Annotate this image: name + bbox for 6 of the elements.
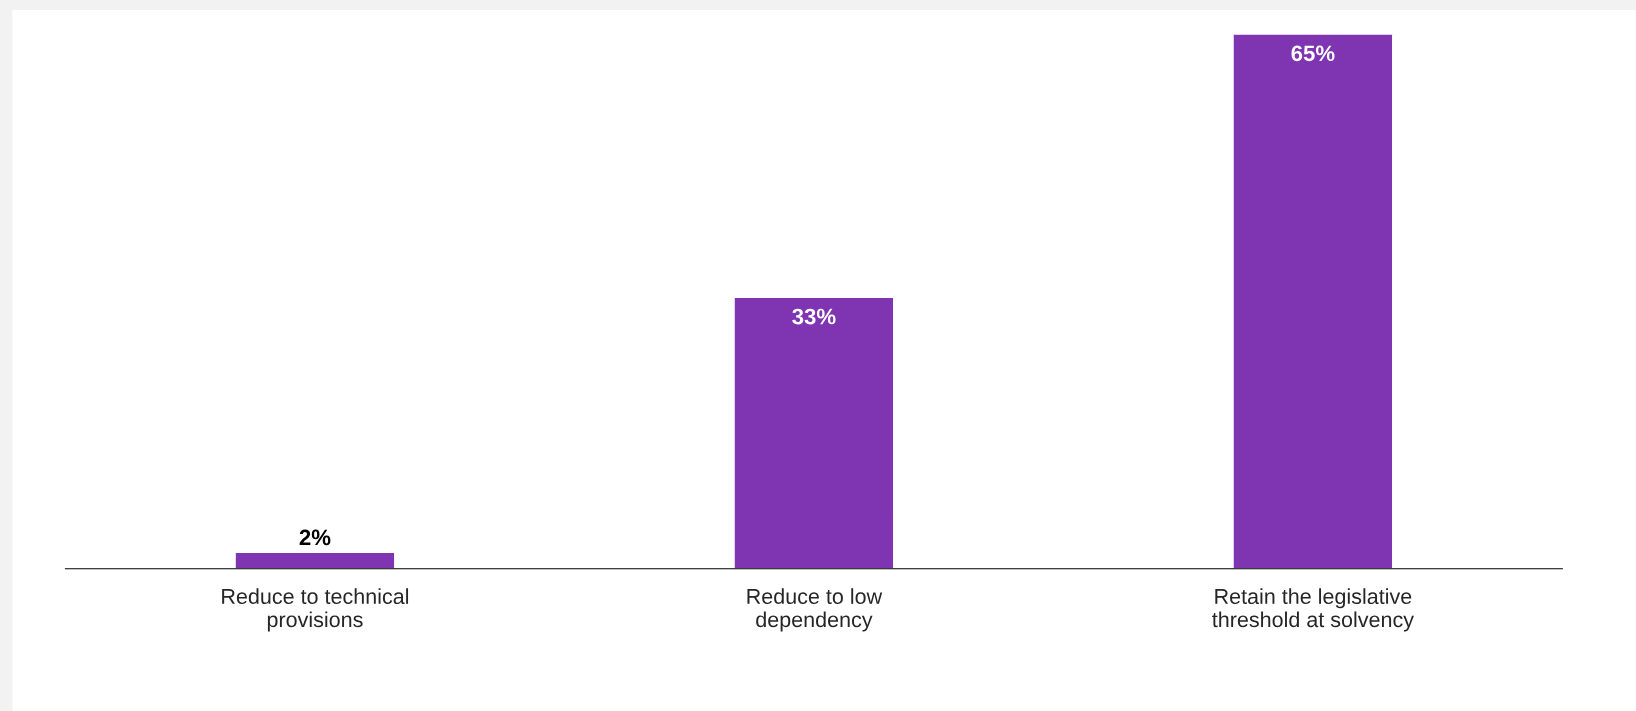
data-label: 2% [299, 529, 331, 546]
x-tick-label: Retain the legislative threshold at solvency [1212, 588, 1414, 632]
data-label: 33% [792, 308, 836, 325]
x-tick-label: Reduce to technical provisions [222, 588, 409, 632]
x-tick-label: Reduce to low dependency [747, 588, 883, 632]
data-label: 65% [1291, 45, 1335, 62]
